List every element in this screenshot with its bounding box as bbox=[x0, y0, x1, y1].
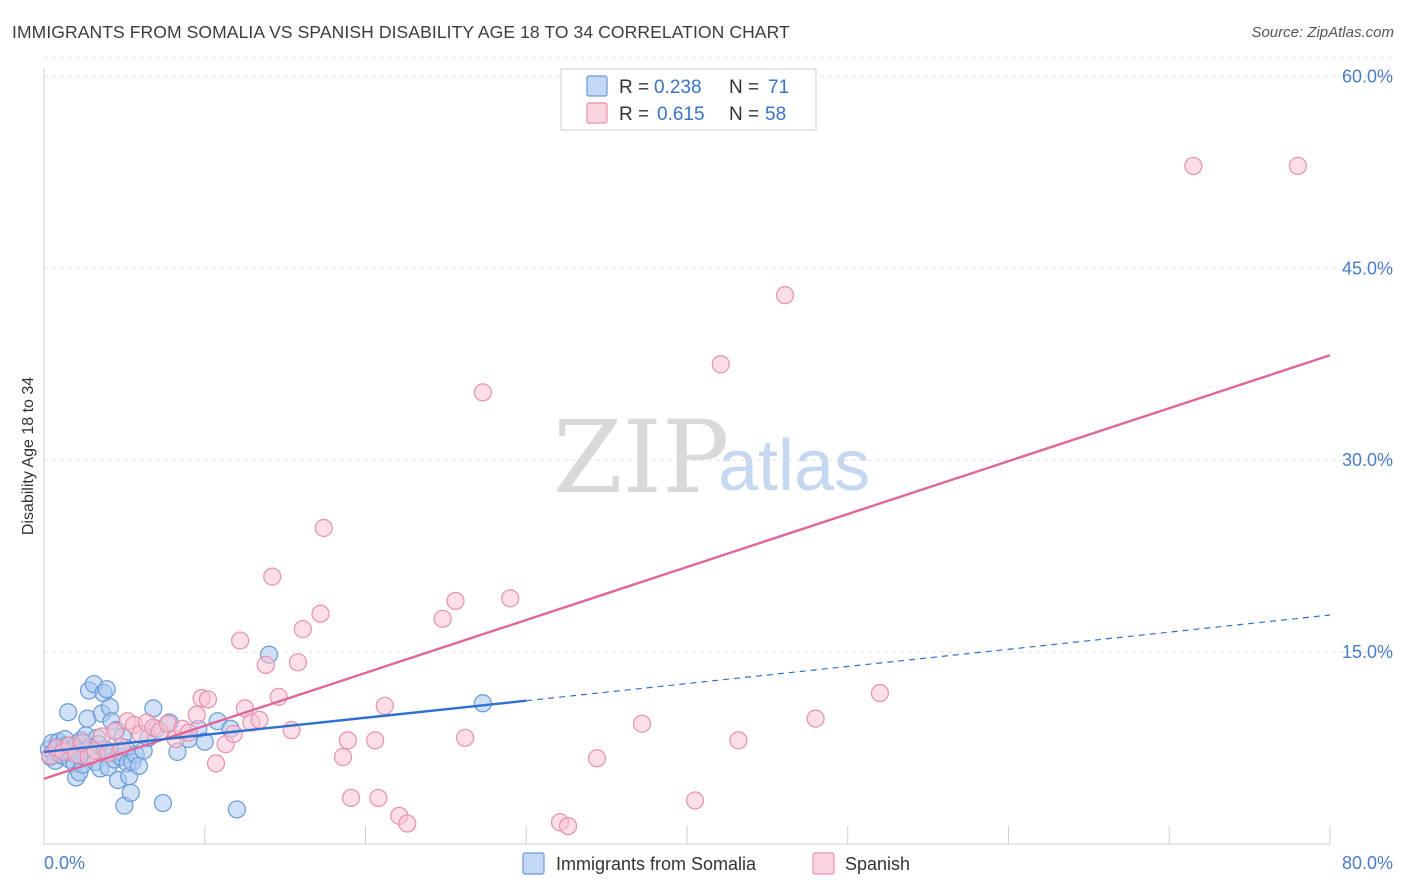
spanish-point bbox=[711, 355, 730, 374]
spanish-point bbox=[105, 722, 124, 741]
bottom-legend-label-spanish: Spanish bbox=[845, 854, 910, 874]
somalia-point bbox=[121, 783, 140, 802]
somalia-point bbox=[153, 793, 173, 813]
spanish-point bbox=[256, 655, 275, 674]
legend-n-label-somalia: N = bbox=[729, 77, 759, 98]
spanish-point bbox=[1184, 156, 1203, 176]
spanish-point bbox=[206, 754, 226, 773]
spanish-point bbox=[398, 814, 417, 833]
spanish-point bbox=[375, 696, 394, 715]
spanish-point bbox=[446, 591, 465, 611]
somalia-point bbox=[473, 694, 492, 713]
spanish-point bbox=[775, 286, 795, 305]
x-tick-label-min: 0.0% bbox=[44, 853, 85, 873]
legend-n-label-spanish: N = bbox=[729, 104, 759, 125]
spanish-point bbox=[685, 791, 705, 810]
spanish-point bbox=[333, 747, 353, 767]
spanish-point bbox=[1288, 156, 1307, 176]
spanish-point bbox=[587, 749, 607, 768]
somalia-point bbox=[227, 800, 246, 819]
bottom-legend-label-somalia: Immigrants from Somalia bbox=[556, 854, 757, 874]
legend-swatch-somalia bbox=[586, 75, 608, 97]
legend-n-value-spanish: 58 bbox=[765, 104, 786, 125]
legend-swatch-spanish bbox=[586, 102, 608, 124]
spanish-point bbox=[293, 619, 312, 639]
spanish-point bbox=[473, 383, 492, 402]
somalia-trend-extension bbox=[526, 614, 1331, 702]
watermark-atlas: atlas bbox=[718, 426, 870, 506]
legend-n-value-somalia: 71 bbox=[768, 77, 789, 98]
spanish-trend-line bbox=[43, 354, 1331, 780]
y-tick-labels: 15.0% 30.0% 45.0% 60.0% bbox=[1342, 66, 1393, 662]
somalia-point bbox=[129, 756, 148, 776]
spanish-point bbox=[456, 728, 475, 747]
source-label: Source: ZipAtlas.com bbox=[1251, 24, 1394, 41]
gridlines bbox=[44, 56, 1393, 653]
bottom-legend-swatch-somalia bbox=[522, 852, 545, 875]
watermark-zip: ZIP bbox=[553, 399, 729, 516]
y-tick-label: 45.0% bbox=[1342, 258, 1393, 278]
spanish-point bbox=[632, 714, 652, 733]
y-axis-title: Disability Age 18 to 34 bbox=[20, 377, 37, 535]
spanish-point bbox=[250, 710, 269, 730]
spanish-point bbox=[433, 609, 452, 628]
legend-r-value-spanish: 0.615 bbox=[657, 104, 705, 125]
series-legend: Immigrants from Somalia Spanish bbox=[522, 852, 910, 875]
correlation-legend: R = 0.238 N = 71 R = 0.615 N = 58 bbox=[560, 68, 817, 131]
x-ticks bbox=[204, 826, 1331, 844]
spanish-point bbox=[311, 604, 330, 623]
spanish-point bbox=[314, 518, 333, 538]
spanish-point bbox=[501, 589, 520, 608]
spanish-point bbox=[231, 631, 250, 650]
spanish-point bbox=[187, 705, 206, 724]
somalia-point bbox=[97, 680, 116, 699]
legend-r-value-somalia: 0.238 bbox=[654, 77, 702, 98]
spanish-point bbox=[369, 788, 388, 808]
spanish-point bbox=[288, 653, 308, 672]
somalia-trend-line bbox=[43, 699, 527, 754]
spanish-point bbox=[263, 567, 282, 586]
spanish-point bbox=[558, 816, 578, 836]
x-tick-label-max: 80.0% bbox=[1342, 853, 1393, 873]
spanish-point bbox=[806, 709, 825, 728]
y-tick-label: 15.0% bbox=[1342, 642, 1393, 662]
spanish-point bbox=[224, 724, 243, 744]
spanish-point bbox=[366, 731, 385, 750]
somalia-point bbox=[59, 703, 78, 722]
watermark: ZIP atlas bbox=[553, 399, 870, 516]
legend-r-label-somalia: R = bbox=[619, 77, 649, 98]
spanish-point bbox=[198, 690, 218, 709]
trend-lines bbox=[43, 354, 1331, 780]
bottom-legend-swatch-spanish bbox=[812, 852, 835, 875]
y-tick-label: 60.0% bbox=[1342, 66, 1393, 86]
chart-title: IMMIGRANTS FROM SOMALIA VS SPANISH DISAB… bbox=[12, 22, 790, 42]
spanish-point bbox=[870, 683, 890, 703]
legend-r-label-spanish: R = bbox=[619, 104, 649, 125]
spanish-point bbox=[338, 731, 357, 750]
somalia-point bbox=[195, 732, 214, 751]
spanish-point bbox=[341, 788, 361, 808]
y-tick-label: 30.0% bbox=[1342, 450, 1393, 470]
spanish-point bbox=[729, 731, 748, 750]
